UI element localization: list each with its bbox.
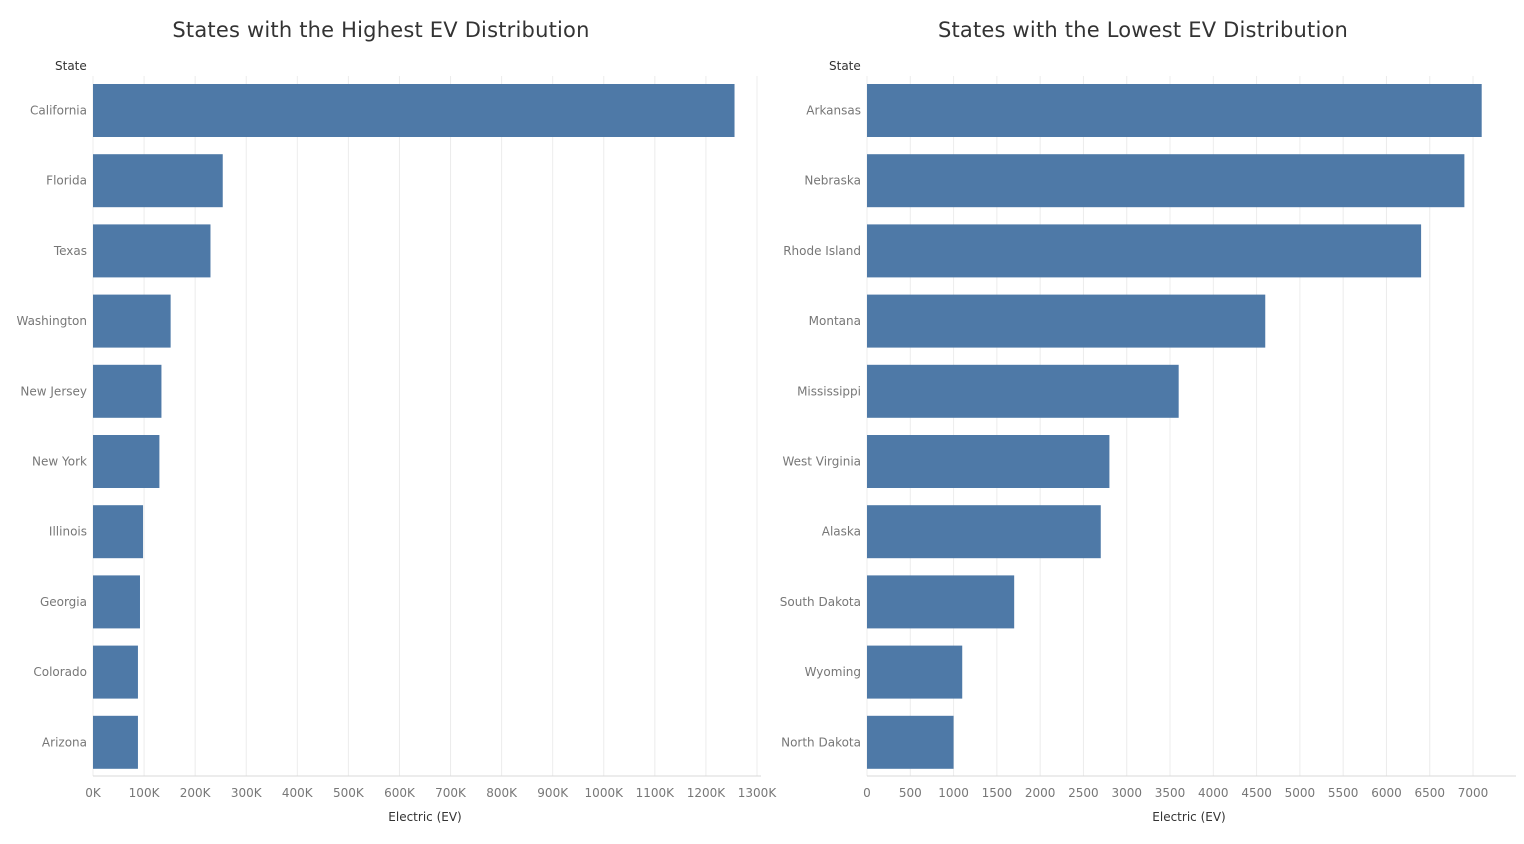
bar[interactable]	[867, 575, 1015, 629]
bar[interactable]	[93, 224, 211, 278]
bar[interactable]	[867, 154, 1465, 208]
chart-highest-ev: States with the Highest EV Distribution …	[16, 18, 777, 824]
bar[interactable]	[867, 645, 963, 699]
category-label: North Dakota	[781, 735, 861, 749]
category-label: Montana	[809, 314, 861, 328]
bar[interactable]	[93, 154, 223, 208]
bar[interactable]	[93, 294, 171, 348]
category-label: California	[30, 104, 87, 118]
x-tick-label: 2500	[1068, 786, 1099, 800]
x-tick-label: 500	[899, 786, 922, 800]
category-label: Arizona	[42, 735, 87, 749]
bar[interactable]	[867, 435, 1110, 488]
x-tick-label: 1100K	[636, 786, 676, 800]
category-label: West Virginia	[782, 455, 861, 469]
x-tick-label: 5500	[1328, 786, 1359, 800]
x-tick-label: 4000	[1198, 786, 1229, 800]
category-label: Colorado	[33, 665, 87, 679]
category-label: Rhode Island	[783, 244, 861, 258]
bar[interactable]	[93, 435, 160, 488]
category-label: Florida	[46, 174, 87, 188]
x-tick-label: 800K	[486, 786, 518, 800]
category-label: Wyoming	[805, 665, 861, 679]
x-tick-label: 300K	[231, 786, 263, 800]
x-tick-label: 5000	[1285, 786, 1316, 800]
bar[interactable]	[867, 294, 1266, 348]
category-label: Mississippi	[797, 384, 861, 398]
bar[interactable]	[93, 364, 162, 418]
bar[interactable]	[93, 505, 144, 559]
category-label: New Jersey	[20, 384, 87, 398]
x-tick-label: 0	[863, 786, 871, 800]
x-tick-label: 2000	[1025, 786, 1056, 800]
x-tick-label: 200K	[180, 786, 212, 800]
x-tick-label: 7000	[1458, 786, 1489, 800]
bar[interactable]	[867, 84, 1482, 137]
x-tick-label: 6000	[1371, 786, 1402, 800]
category-label: South Dakota	[780, 595, 861, 609]
category-label: Georgia	[40, 595, 87, 609]
x-tick-label: 900K	[537, 786, 569, 800]
bar[interactable]	[867, 364, 1179, 418]
category-label: Alaska	[822, 525, 861, 539]
row-header: State	[55, 59, 87, 73]
chart-title: States with the Lowest EV Distribution	[937, 18, 1349, 42]
category-label: New York	[32, 455, 87, 469]
chart-lowest-ev: States with the Lowest EV Distribution S…	[762, 0, 1524, 844]
x-tick-label: 3500	[1155, 786, 1186, 800]
x-tick-label: 600K	[384, 786, 416, 800]
x-tick-label: 1200K	[687, 786, 727, 800]
bar[interactable]	[867, 715, 954, 769]
x-axis-title: Electric (EV)	[1152, 810, 1226, 824]
category-label: Illinois	[49, 525, 87, 539]
bar[interactable]	[93, 84, 735, 137]
bar-plot: 0K 100K 200K 300K 400K 500K 600K 700K 800K 900K 10…	[16, 76, 777, 800]
x-tick-label: 0K	[85, 786, 102, 800]
bar[interactable]	[867, 505, 1101, 559]
x-tick-label: 1500	[982, 786, 1013, 800]
bar[interactable]	[93, 645, 138, 699]
x-tick-label: 1300K	[738, 786, 778, 800]
category-label: Nebraska	[804, 174, 861, 188]
category-label: Arkansas	[806, 104, 861, 118]
bar[interactable]	[867, 224, 1422, 278]
row-header: State	[829, 59, 861, 73]
x-tick-label: 6500	[1414, 786, 1445, 800]
x-tick-label: 1000	[938, 786, 969, 800]
x-tick-label: 4500	[1241, 786, 1272, 800]
bar[interactable]	[93, 575, 140, 629]
x-tick-label: 1000K	[585, 786, 625, 800]
chart-title: States with the Highest EV Distribution	[172, 18, 590, 42]
x-tick-label: 3000	[1111, 786, 1142, 800]
category-label: Washington	[16, 314, 87, 328]
bar-plot: 0 500 1000 1500 2000 2500 3000 3500 4000 4500 5000…	[780, 76, 1516, 800]
x-tick-label: 400K	[282, 786, 314, 800]
x-tick-label: 500K	[333, 786, 365, 800]
x-tick-label: 100K	[129, 786, 161, 800]
x-axis-title: Electric (EV)	[388, 810, 462, 824]
bar[interactable]	[93, 715, 138, 769]
x-tick-label: 700K	[435, 786, 467, 800]
category-label: Texas	[53, 244, 87, 258]
